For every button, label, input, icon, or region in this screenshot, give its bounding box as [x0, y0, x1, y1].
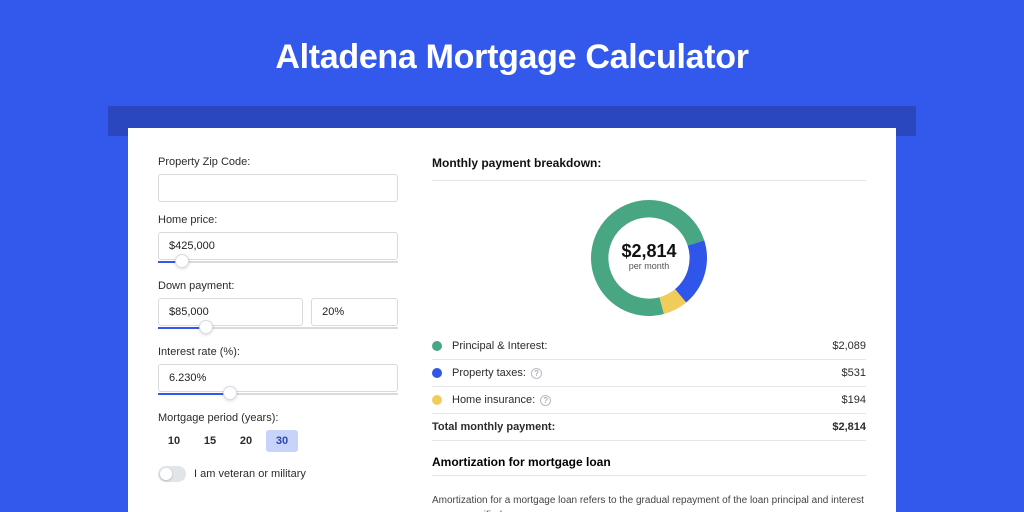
down-payment-amount-input[interactable] [158, 298, 303, 326]
amortization-text: Amortization for a mortgage loan refers … [432, 494, 866, 512]
home-price-group: Home price: [158, 214, 398, 268]
zip-group: Property Zip Code: [158, 156, 398, 202]
legend-label-text: Property taxes: [452, 367, 526, 379]
legend-total-label: Total monthly payment: [432, 421, 832, 433]
period-buttons: 10152030 [158, 430, 398, 452]
calculator-card: Property Zip Code: Home price: Down paym… [128, 128, 896, 512]
slider-thumb[interactable] [223, 386, 237, 400]
divider [432, 475, 866, 476]
slider-track [158, 261, 398, 263]
divider [432, 180, 866, 181]
down-payment-group: Down payment: [158, 280, 398, 334]
amortization-title: Amortization for mortgage loan [432, 455, 866, 469]
legend-dot [432, 395, 442, 405]
down-payment-slider[interactable] [158, 324, 398, 334]
legend-value: $531 [842, 367, 866, 379]
slider-thumb[interactable] [199, 320, 213, 334]
interest-rate-slider[interactable] [158, 390, 398, 400]
donut-wrap: $2,814 per month [432, 197, 866, 319]
legend-value: $2,089 [832, 340, 866, 352]
legend-label: Property taxes:? [452, 367, 842, 379]
info-icon[interactable]: ? [531, 368, 542, 379]
breakdown-panel: Monthly payment breakdown: $2,814 per mo… [432, 156, 866, 512]
form-panel: Property Zip Code: Home price: Down paym… [158, 156, 398, 512]
slider-thumb[interactable] [175, 254, 189, 268]
donut-center-amount: $2,814 [621, 241, 676, 261]
legend-dot [432, 368, 442, 378]
page-title: Altadena Mortgage Calculator [0, 0, 1024, 77]
zip-label: Property Zip Code: [158, 156, 398, 168]
veteran-row: I am veteran or military [158, 466, 398, 482]
period-label: Mortgage period (years): [158, 412, 398, 424]
payment-donut-chart: $2,814 per month [588, 197, 710, 319]
legend-row: Home insurance:?$194 [432, 387, 866, 413]
home-price-slider[interactable] [158, 258, 398, 268]
legend-dot [432, 341, 442, 351]
period-button-10[interactable]: 10 [158, 430, 190, 452]
legend-total-row: Total monthly payment:$2,814 [432, 414, 866, 440]
veteran-toggle[interactable] [158, 466, 186, 482]
period-button-20[interactable]: 20 [230, 430, 262, 452]
legend-value: $194 [842, 394, 866, 406]
home-price-input[interactable] [158, 232, 398, 260]
down-payment-label: Down payment: [158, 280, 398, 292]
interest-rate-input[interactable] [158, 364, 398, 392]
period-group: Mortgage period (years): 10152030 [158, 412, 398, 452]
period-button-30[interactable]: 30 [266, 430, 298, 452]
interest-rate-label: Interest rate (%): [158, 346, 398, 358]
down-payment-percent-input[interactable] [311, 298, 398, 326]
info-icon[interactable]: ? [540, 395, 551, 406]
divider [432, 440, 866, 441]
legend-label: Principal & Interest: [452, 340, 832, 352]
home-price-label: Home price: [158, 214, 398, 226]
legend-row: Principal & Interest: $2,089 [432, 333, 866, 359]
donut-slice-property_taxes [675, 240, 707, 302]
veteran-label: I am veteran or military [194, 468, 306, 480]
legend-total-value: $2,814 [832, 421, 866, 433]
interest-rate-group: Interest rate (%): [158, 346, 398, 400]
breakdown-legend: Principal & Interest: $2,089 Property taxe… [432, 333, 866, 441]
breakdown-title: Monthly payment breakdown: [432, 156, 866, 170]
legend-row: Property taxes:?$531 [432, 360, 866, 386]
slider-fill [158, 393, 230, 395]
zip-input[interactable] [158, 174, 398, 202]
period-button-15[interactable]: 15 [194, 430, 226, 452]
legend-label-text: Home insurance: [452, 394, 535, 406]
legend-label: Home insurance:? [452, 394, 842, 406]
legend-label-text: Principal & Interest: [452, 340, 547, 352]
donut-center-sub: per month [629, 261, 670, 271]
